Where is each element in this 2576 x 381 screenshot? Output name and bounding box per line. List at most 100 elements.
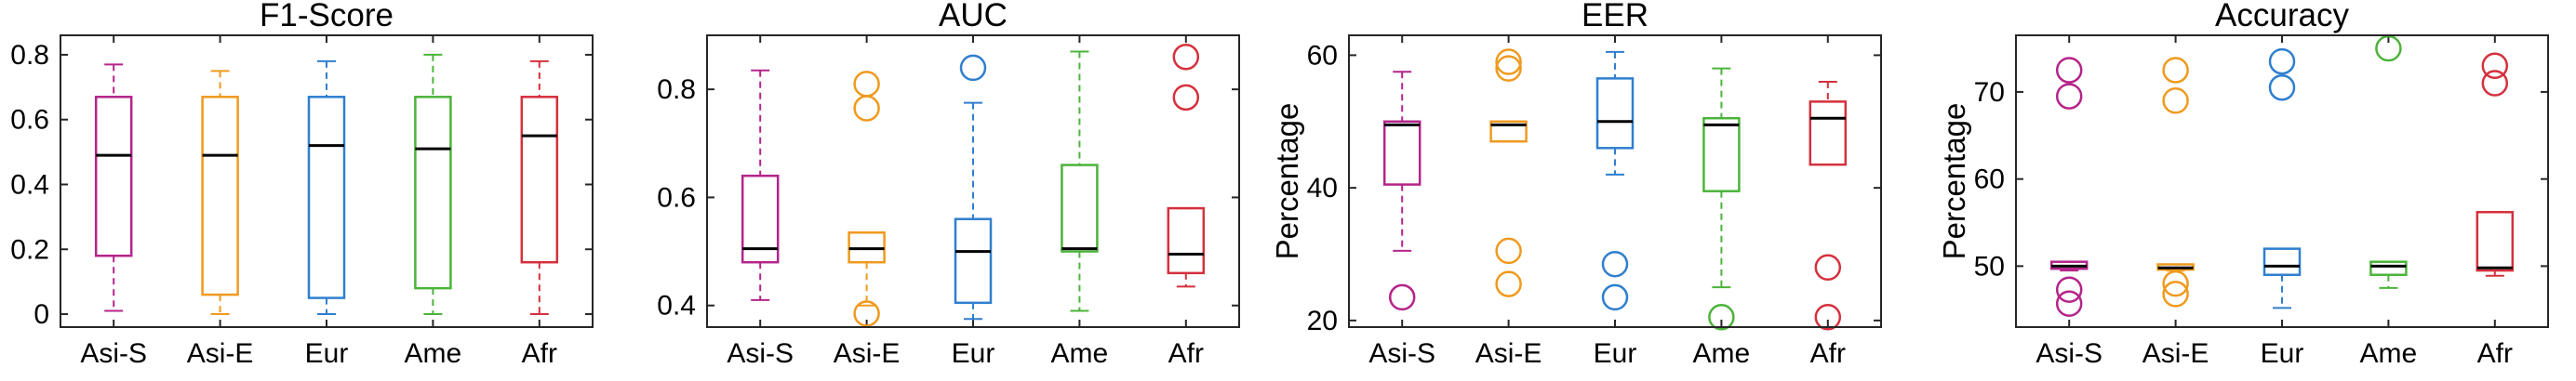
box-eur [954,54,993,321]
y-tick-label: 0.4 [657,291,696,322]
box-afr [2476,52,2515,277]
outlier-point [1388,283,1416,311]
box-asi-s [1382,71,1421,311]
outlier-point [2481,52,2509,80]
box-eur [1595,50,1635,311]
chart-title: F1-Score [260,0,394,33]
box-eur [307,59,346,316]
box-asi-e [1489,48,1528,297]
x-tick-label: Ame [1051,338,1109,369]
outlier-point [1495,237,1522,265]
iqr-box [1061,164,1099,253]
x-tick-label: Eur [952,338,995,369]
x-tick-label: Asi-E [2142,338,2209,369]
box-ame [1061,50,1099,312]
iqr-box [1809,100,1848,166]
x-tick-label: Asi-S [80,338,147,369]
y-tick-label: 0.6 [657,182,696,213]
x-tick-label: Ame [2360,338,2418,369]
x-tick-label: Asi-E [1475,338,1542,369]
y-axis-label: Percentage [1937,103,1971,260]
y-tick-label: 20 [1307,306,1338,336]
box-ame [1702,67,1741,331]
outlier-point [959,54,987,82]
iqr-box [1702,116,1741,192]
box-asi-e [848,71,886,327]
outlier-point [1495,270,1522,297]
iqr-box [1489,120,1528,143]
chart-panel-3: EER Percentage 20 40 60 Asi-S Asi-E Eur Ame Afr [1270,0,1882,369]
y-tick-label: 40 [1307,173,1338,204]
chart-panel-2: AUC 0.4 0.6 0.8 Asi-S Asi-E Eur Ame Afr [657,0,1240,369]
chart-title: Accuracy [2215,0,2349,33]
y-tick-label: 70 [1974,77,2005,108]
iqr-box [741,174,780,264]
iqr-box [1382,120,1421,186]
iqr-box [414,96,452,290]
x-tick-label: Afr [1168,338,1204,369]
x-tick-label: Asi-S [2035,338,2102,369]
outlier-point [1708,304,1735,331]
y-tick-label: 0.8 [657,74,696,105]
y-tick-label: 50 [1974,251,2005,282]
iqr-box [2262,247,2302,277]
y-tick-label: 0.8 [10,40,49,71]
outlier-point [853,95,880,122]
outlier-point [2268,47,2296,75]
x-tick-label: Asi-E [187,338,254,369]
outlier-point [2055,57,2083,84]
x-tick-label: Afr [1810,338,1846,369]
iqr-box [1167,206,1206,275]
outlier-point [2268,73,2296,101]
outlier-point [2055,290,2083,317]
box-afr [1809,80,1848,331]
x-tick-label: Afr [2477,338,2513,369]
outlier-point [853,71,880,98]
iqr-box [2476,211,2515,272]
outlier-point [2481,70,2509,97]
chart-panel-1: F1-Score 0 0.2 0.4 0.6 0.8 Asi-S Asi-E Eur Ame Afr [10,0,594,369]
outlier-point [1495,55,1522,82]
iqr-box [307,96,346,299]
x-tick-label: Asi-S [1368,338,1435,369]
iqr-box [2369,260,2408,277]
box-afr [520,59,559,316]
box-afr [1167,44,1206,288]
x-tick-label: Eur [2261,338,2304,369]
x-tick-label: Asi-E [834,338,901,369]
outlier-point [1601,250,1629,278]
iqr-box [520,96,559,264]
iqr-box [1595,77,1635,150]
outlier-point [2162,57,2189,84]
y-tick-label: 0.2 [10,234,49,265]
y-axis-label: Percentage [1270,103,1304,260]
outlier-point [2055,83,2083,110]
outlier-point [2162,269,2189,297]
box-asi-s [94,63,133,312]
chart-title: EER [1582,0,1648,33]
x-tick-label: Asi-S [727,338,794,369]
axes-frame [60,34,594,328]
box-eur [2262,47,2302,309]
outlier-point [1172,84,1200,112]
x-tick-label: Ame [1693,338,1751,369]
chart-title: AUC [939,0,1008,33]
y-tick-label: 0 [33,299,49,330]
outlier-point [2162,281,2189,308]
outlier-point [1601,283,1629,311]
box-ame [2369,34,2408,289]
outlier-point [2055,276,2083,303]
box-asi-s [741,69,780,301]
outlier-point [1814,254,1842,282]
outlier-point [2375,34,2402,62]
box-ame [414,53,452,316]
iqr-box [201,96,239,296]
x-tick-label: Ame [405,338,462,369]
y-tick-label: 60 [1974,164,2005,195]
outlier-point [1172,44,1200,71]
y-tick-label: 0.6 [10,105,49,136]
axes-frame [2015,34,2549,328]
box-asi-s [2049,57,2089,317]
outlier-point [853,300,880,327]
